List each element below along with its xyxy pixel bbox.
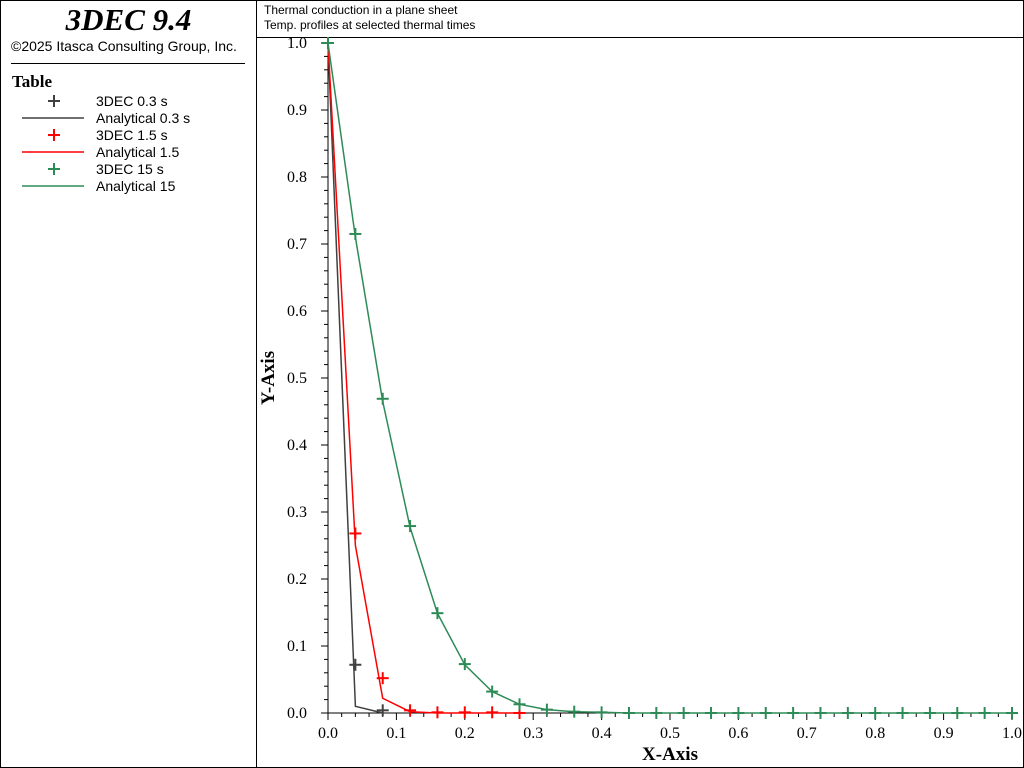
x-tick-label: 0.4 (592, 725, 612, 742)
data-point-marker (814, 707, 827, 719)
legend-label: Analytical 15 (96, 178, 176, 194)
legend-label: Analytical 1.5 (96, 144, 180, 160)
y-tick-label: 0.0 (287, 705, 307, 722)
y-tick-label: 0.5 (287, 370, 307, 387)
data-point-marker (787, 707, 800, 719)
data-point-marker (431, 607, 444, 620)
copyright-text: ©2025 Itasca Consulting Group, Inc. (11, 38, 237, 54)
y-tick-label: 0.9 (287, 102, 307, 119)
plot-header-divider (256, 37, 1024, 38)
x-tick-label: 0.9 (934, 725, 954, 742)
x-tick-label: 0.2 (455, 725, 475, 742)
x-tick-label: 0.1 (386, 725, 406, 742)
data-point-marker (486, 706, 499, 719)
data-point-marker (431, 706, 444, 719)
legend-line-symbol (22, 151, 84, 153)
plot-title-line-1: Thermal conduction in a plane sheet (264, 3, 458, 17)
y-tick-label: 0.3 (287, 504, 307, 521)
data-point-marker (376, 672, 389, 685)
y-tick-label: 1.0 (287, 35, 307, 52)
data-point-marker (705, 707, 718, 719)
data-point-marker (650, 707, 663, 719)
data-point-marker (513, 698, 526, 711)
data-point-marker (595, 706, 608, 719)
data-point-marker (458, 706, 471, 719)
data-point-marker (404, 520, 417, 533)
data-point-marker (376, 704, 389, 717)
data-point-marker (376, 392, 389, 405)
legend-marker-symbol (48, 163, 60, 175)
y-tick-label: 0.7 (287, 236, 307, 253)
chart-series-lines (327, 42, 1012, 714)
series-line (327, 42, 520, 714)
series-line (327, 42, 383, 714)
data-point-marker (923, 707, 936, 719)
y-axis-title: Y-Axis (258, 351, 279, 405)
y-tick-label: 0.2 (287, 571, 307, 588)
legend-label: Analytical 0.3 s (96, 110, 191, 126)
data-point-marker (540, 703, 553, 716)
y-tick-label: 0.4 (287, 437, 307, 454)
data-point-marker (404, 704, 417, 717)
data-point-marker (349, 527, 362, 540)
data-point-marker (568, 705, 581, 718)
data-point-marker (896, 707, 909, 719)
series-line (327, 42, 1012, 714)
x-tick-label: 0.5 (660, 725, 680, 742)
data-point-marker (841, 707, 854, 719)
legend-marker-symbol (48, 95, 60, 107)
data-point-marker (869, 707, 882, 719)
y-tick-label: 0.1 (287, 638, 307, 655)
data-point-marker (322, 37, 334, 49)
data-point-marker (349, 658, 362, 671)
legend-title: Table (12, 72, 53, 91)
data-point-marker (349, 227, 362, 240)
legend-divider (11, 63, 245, 64)
x-tick-label: 0.7 (797, 725, 817, 742)
plot-title: Thermal conduction in a plane sheet Temp… (264, 3, 475, 33)
plot-title-line-2: Temp. profiles at selected thermal times (264, 18, 476, 32)
legend-label: 3DEC 0.3 s (96, 93, 168, 109)
x-tick-label: 0.8 (865, 725, 885, 742)
data-point-marker (978, 707, 991, 719)
data-point-marker (677, 707, 690, 719)
x-tick-label: 1.0 (1002, 725, 1022, 742)
y-tick-label: 0.8 (287, 169, 307, 186)
data-point-marker (486, 685, 499, 698)
legend-label: 3DEC 1.5 s (96, 127, 168, 143)
app-title: 3DEC 9.4 (65, 2, 192, 37)
data-point-marker (622, 707, 635, 719)
y-tick-label: 0.6 (287, 303, 307, 320)
data-point-marker (1006, 707, 1018, 719)
data-point-marker (458, 658, 471, 671)
legend-label: 3DEC 15 s (96, 161, 164, 177)
data-point-marker (732, 707, 745, 719)
chart-axes: 0.0 0.1 0.2 0.3 0.4 0.5 0.6 0.7 0.8 0.9 1.0 0.0 0.1 0… (287, 35, 1022, 742)
chart-series-markers (322, 37, 1018, 719)
x-tick-label: 0.0 (318, 725, 338, 742)
data-point-marker (759, 707, 772, 719)
legend-marker-symbol (48, 129, 60, 141)
legend-line-symbol (22, 185, 84, 187)
x-axis-title: X-Axis (642, 744, 698, 765)
legend-line-symbol (22, 117, 84, 119)
x-tick-label: 0.6 (728, 725, 748, 742)
data-point-marker (951, 707, 964, 719)
x-tick-label: 0.3 (523, 725, 543, 742)
